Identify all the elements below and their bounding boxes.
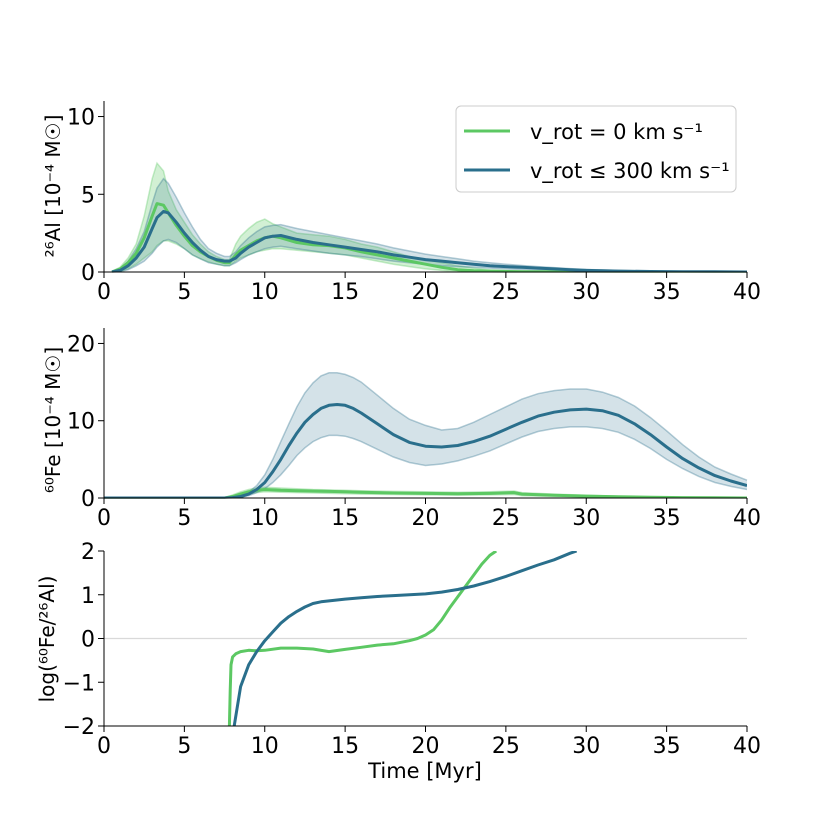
- x-tick-label: 10: [251, 506, 279, 531]
- series-line-rot: [104, 403, 747, 498]
- x-tick-label: 30: [572, 734, 600, 759]
- x-tick-label: 5: [177, 734, 191, 759]
- series-line-nonrot: [104, 488, 747, 498]
- fe60-panel: 0 5 10 15 20 25 30 35 40 0 10 20: [67, 328, 761, 531]
- fe60-y-axis-label: ⁶⁰Fe [10⁻⁴ M☉]: [41, 347, 65, 493]
- series-line-rot: [232, 551, 578, 726]
- uncertainty-band-rot: [104, 372, 747, 498]
- time-x-axis-label: Time [Myr]: [367, 759, 482, 783]
- y-tick-label: −2: [63, 715, 95, 740]
- y-tick-label: −1: [63, 671, 95, 696]
- series-line-rot: [111, 209, 747, 272]
- x-tick-label: 40: [733, 734, 761, 759]
- x-tick-label: 25: [492, 506, 520, 531]
- x-tick-label: 15: [331, 506, 359, 531]
- legend-label-nonrot: v_rot = 0 km s⁻¹: [530, 120, 703, 145]
- y-tick-label: 0: [81, 261, 95, 286]
- x-tick-label: 10: [251, 734, 279, 759]
- band-lower-edge: [104, 426, 748, 499]
- ratio-panel: 0 5 10 15 20 25 30 35 40 −2 −1 0 1 2: [63, 540, 761, 759]
- y-tick-label: 0: [81, 628, 95, 653]
- x-tick-label: 0: [97, 734, 111, 759]
- x-tick-label: 35: [653, 280, 681, 305]
- x-tick-label: 5: [177, 280, 191, 305]
- y-tick-label: 1: [81, 584, 95, 609]
- y-tick-label: 0: [81, 487, 95, 512]
- x-tick-label: 40: [733, 506, 761, 531]
- y-tick-label: 10: [67, 410, 95, 435]
- y-tick-label: 10: [67, 106, 95, 131]
- uncertainty-band-rot: [112, 178, 747, 272]
- x-tick-label: 0: [97, 506, 111, 531]
- x-tick-label: 15: [331, 734, 359, 759]
- x-tick-label: 20: [412, 280, 440, 305]
- y-tick-label: 2: [81, 540, 95, 565]
- x-tick-label: 35: [653, 506, 681, 531]
- x-tick-label: 35: [653, 734, 681, 759]
- y-tick-label: 5: [81, 183, 95, 208]
- x-tick-label: 20: [412, 734, 440, 759]
- al26-y-axis-label: ²⁶Al [10⁻⁴ M☉]: [41, 115, 65, 258]
- x-tick-label: 25: [492, 734, 520, 759]
- x-tick-label: 30: [572, 506, 600, 531]
- band-upper-edge: [104, 372, 748, 499]
- legend-frame: [455, 105, 737, 193]
- x-tick-label: 0: [97, 280, 111, 305]
- legend: v_rot = 0 km s⁻¹ v_rot ≤ 300 km s⁻¹: [455, 105, 737, 193]
- x-tick-label: 25: [492, 280, 520, 305]
- legend-label-rot: v_rot ≤ 300 km s⁻¹: [530, 159, 730, 184]
- series-line-nonrot: [227, 551, 498, 726]
- x-tick-label: 30: [572, 280, 600, 305]
- x-tick-label: 40: [733, 280, 761, 305]
- x-tick-label: 5: [177, 506, 191, 531]
- x-tick-label: 15: [331, 280, 359, 305]
- y-tick-label: 20: [67, 332, 95, 357]
- band-lower-edge: [111, 238, 747, 273]
- al26-panel: 0 5 10 15 20 25 30 35 40 0 5 10: [67, 101, 761, 305]
- x-tick-label: 20: [412, 506, 440, 531]
- uncertainty-band-nonrot: [112, 163, 747, 272]
- x-tick-label: 10: [251, 280, 279, 305]
- ratio-y-axis-label: log(⁶⁰Fe/²⁶Al): [35, 576, 59, 703]
